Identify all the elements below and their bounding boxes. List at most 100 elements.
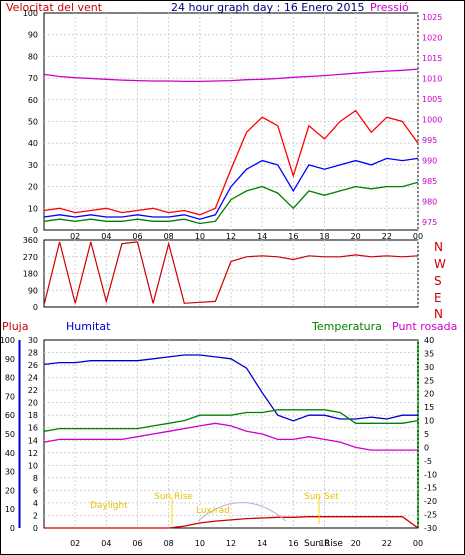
pressure-y-tick: 1010: [422, 75, 442, 84]
humidity-label: Humitat: [66, 320, 111, 333]
series-temperatura: [43, 409, 419, 432]
temperature-y-tick: 35: [424, 349, 434, 358]
temperature-y-tick: -20: [424, 497, 437, 506]
humidity-y-tick: 70: [5, 392, 15, 401]
compass-n-bottom: N: [434, 307, 443, 321]
rain-y-tick: 10: [28, 461, 38, 470]
temperature-y-tick: 0: [424, 443, 429, 452]
wind-y-tick: 100: [23, 9, 38, 18]
rain-label: Pluja: [2, 320, 28, 333]
rain-y-tick: 20: [28, 399, 38, 408]
wind-x-tick: 18: [319, 232, 329, 241]
pressure-y-tick: 980: [422, 197, 437, 206]
humidity-y-tick: 50: [5, 430, 15, 439]
pressure-y-tick: 1015: [422, 54, 442, 63]
lower-x-tick: 12: [226, 539, 236, 548]
wind-y-tick: 10: [28, 204, 38, 213]
rain-y-tick: 24: [28, 374, 38, 383]
temperature-y-tick: 20: [424, 390, 434, 399]
series-punt-rosada: [43, 422, 418, 451]
wind-y-tick: 80: [28, 52, 38, 61]
temperature-y-tick: 40: [424, 336, 434, 345]
temperature-label: Temperatura: [311, 320, 382, 333]
series-humitat: [43, 354, 418, 422]
chart-title: 24 hour graph day : 16 Enero 2015: [171, 1, 365, 14]
pressure-y-tick: 1000: [422, 115, 442, 124]
pressure-y-tick: 1005: [422, 95, 442, 104]
wind-x-tick: 22: [382, 232, 392, 241]
humidity-y-tick: 100: [0, 336, 15, 345]
rain-y-tick: 4: [33, 499, 38, 508]
lower-x-tick: 14: [257, 539, 267, 548]
lower-x-tick: 00: [413, 539, 423, 548]
wind-y-tick: 50: [28, 118, 38, 127]
tick-labels: 0102030405060708090100975980985990995100…: [0, 9, 442, 548]
temperature-y-tick: 15: [424, 403, 434, 412]
wind-x-tick: 08: [164, 232, 174, 241]
gust-line: [43, 109, 419, 216]
lower-x-tick: 04: [101, 539, 111, 548]
sunrise-lower-annotation: Sun Rise: [304, 539, 343, 549]
wind-x-tick: 16: [288, 232, 298, 241]
rain-y-tick: 16: [28, 424, 38, 433]
wind-y-tick: 40: [28, 139, 38, 148]
wind-x-tick: 12: [226, 232, 236, 241]
direction-y-tick: 0: [33, 303, 38, 312]
rain-y-tick: 14: [28, 436, 38, 445]
direction-y-tick: 90: [28, 286, 38, 295]
pressure-line: [43, 68, 419, 83]
direction-y-tick: 360: [23, 236, 38, 245]
lower-x-tick: 10: [195, 539, 205, 548]
temperature-y-tick: 5: [424, 430, 429, 439]
temperature-y-tick: -5: [424, 457, 432, 466]
pressure-y-tick: 975: [422, 218, 437, 227]
data-series: [43, 68, 419, 529]
series-pluja: [44, 516, 419, 529]
wind-y-tick: 30: [28, 161, 38, 170]
sunset-annotation: Sun Set: [304, 492, 339, 502]
temperature-y-tick: -10: [424, 470, 437, 479]
temperature-y-tick: 30: [424, 363, 434, 372]
rain-y-tick: 18: [28, 411, 38, 420]
compass-n-top: N: [434, 240, 443, 254]
pressure-y-tick: 1025: [422, 13, 442, 22]
compass-labels: N W S E N: [434, 240, 446, 321]
rain-y-tick: 2: [33, 511, 38, 520]
temperature-y-tick: -25: [424, 511, 437, 520]
lower-x-tick: 16: [288, 539, 298, 548]
wind-y-tick: 60: [28, 96, 38, 105]
pressure-y-tick: 990: [422, 156, 437, 165]
sunrise-annotation: Sun Rise: [154, 492, 193, 502]
pressure-label: Pressió: [370, 1, 409, 14]
sun-annotations: Daylight Sun Rise Lux/rad Sun Set Sun Ri…: [90, 492, 343, 549]
compass-e: E: [434, 291, 442, 305]
direction-y-tick: 180: [23, 270, 38, 279]
dewpoint-label: Punt rosada: [392, 320, 457, 333]
rain-y-tick: 8: [33, 474, 38, 483]
average-line: [43, 157, 419, 220]
lower-x-tick: 02: [70, 539, 80, 548]
pressure-y-tick: 1020: [422, 34, 442, 43]
lower-x-tick: 18: [319, 539, 329, 548]
rain-y-tick: 30: [28, 336, 38, 345]
temperature-y-tick: -15: [424, 484, 437, 493]
wind-x-tick: 04: [101, 232, 111, 241]
lower-x-tick: 06: [132, 539, 142, 548]
wind-x-tick: 20: [351, 232, 361, 241]
wind-x-tick: 10: [195, 232, 205, 241]
wind-x-tick: 06: [132, 232, 142, 241]
direction-line: [43, 241, 419, 306]
wind-y-tick: 0: [33, 226, 38, 235]
direction-y-tick: 270: [23, 253, 38, 262]
temperature-y-tick: -30: [424, 524, 437, 533]
humidity-y-tick: 40: [5, 449, 15, 458]
wind-x-tick: 14: [257, 232, 267, 241]
wind-y-tick: 70: [28, 74, 38, 83]
humidity-y-tick: 80: [5, 374, 15, 383]
rain-y-tick: 26: [28, 361, 38, 370]
lux-curve: [197, 502, 287, 522]
minimum-line: [43, 181, 419, 225]
rain-y-tick: 22: [28, 386, 38, 395]
rain-y-tick: 6: [33, 486, 38, 495]
